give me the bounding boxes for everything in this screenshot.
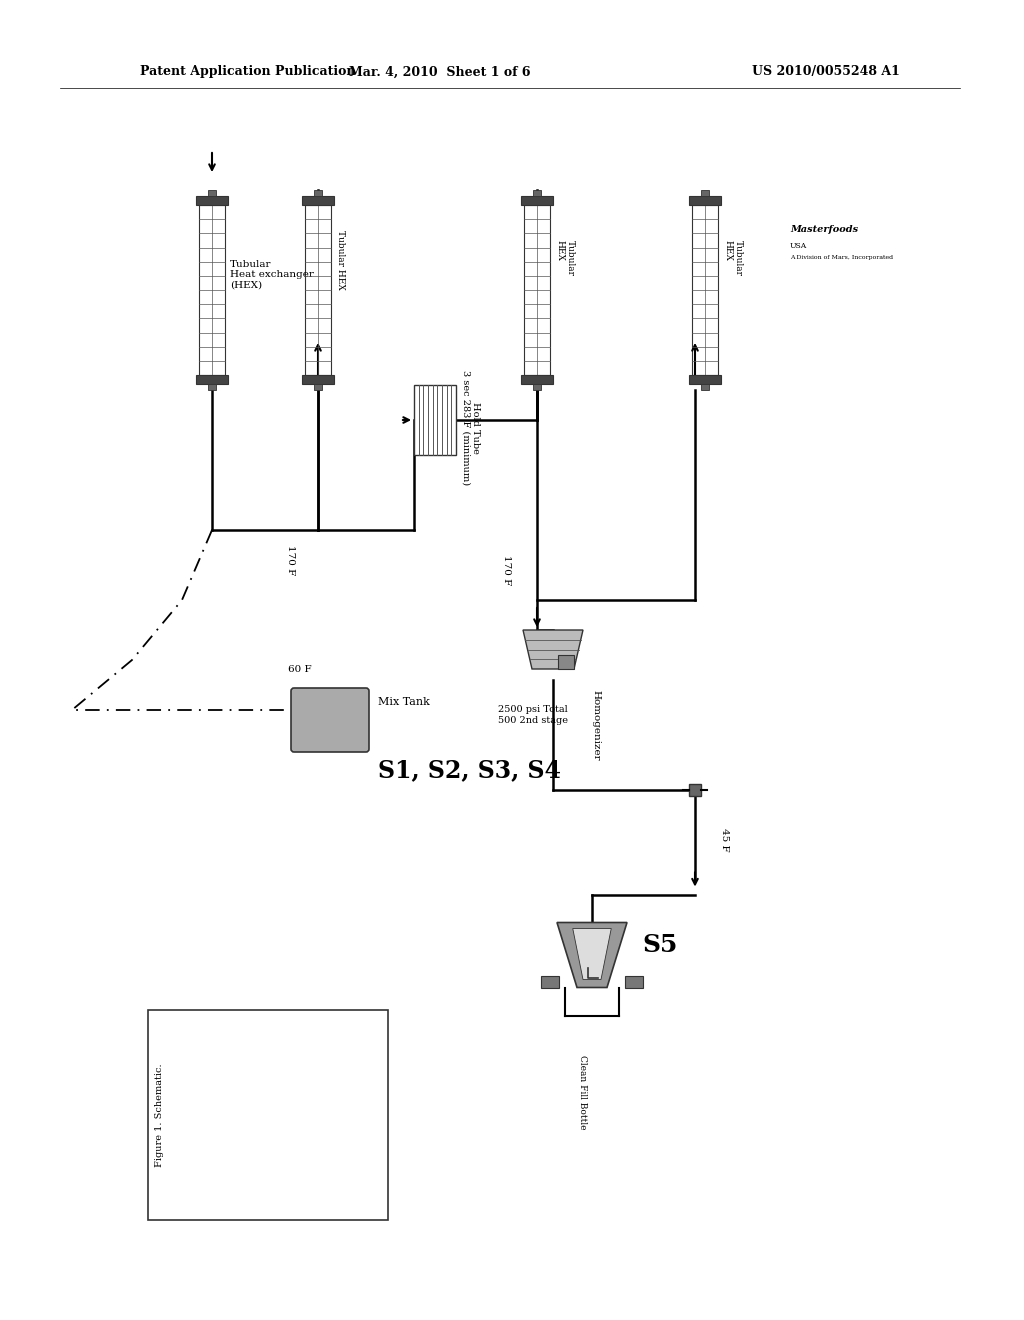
Bar [625, 975, 643, 987]
Text: Figure 1. Schematic.: Figure 1. Schematic. [155, 1063, 164, 1167]
Bar [208, 190, 216, 195]
Bar [701, 190, 709, 195]
Polygon shape [572, 928, 611, 979]
Text: S5: S5 [642, 933, 677, 957]
Bar [314, 190, 322, 195]
Text: US 2010/0055248 A1: US 2010/0055248 A1 [752, 66, 900, 78]
Bar [689, 784, 701, 796]
Text: Mar. 4, 2010  Sheet 1 of 6: Mar. 4, 2010 Sheet 1 of 6 [349, 66, 530, 78]
Bar [692, 205, 718, 375]
Text: Hold Tube
3 sec 283 F (minimum): Hold Tube 3 sec 283 F (minimum) [461, 370, 480, 486]
Bar [521, 195, 553, 205]
Bar [196, 375, 228, 384]
Text: Tubular
HEX: Tubular HEX [723, 240, 742, 276]
Bar [199, 205, 225, 375]
Bar [302, 195, 334, 205]
Bar [208, 384, 216, 389]
Bar [314, 384, 322, 389]
Bar [689, 375, 721, 384]
Bar [521, 375, 553, 384]
Polygon shape [557, 923, 627, 987]
Text: Masterfoods: Masterfoods [790, 226, 858, 235]
Bar [302, 375, 334, 384]
Text: Tubular
Heat exchanger
(HEX): Tubular Heat exchanger (HEX) [230, 260, 314, 290]
Bar [534, 190, 541, 195]
Bar [701, 384, 709, 389]
Bar [196, 195, 228, 205]
Text: USA: USA [790, 242, 807, 249]
Text: 2500 psi Total
500 2nd stage: 2500 psi Total 500 2nd stage [498, 705, 568, 725]
Text: 45 F: 45 F [721, 828, 729, 851]
Bar [148, 1010, 388, 1220]
Bar [524, 205, 550, 375]
Text: Homogenizer: Homogenizer [591, 690, 600, 760]
Bar [305, 205, 331, 375]
Text: A Division of Mars, Incorporated: A Division of Mars, Incorporated [790, 256, 893, 260]
Text: S1, S2, S3, S4: S1, S2, S3, S4 [378, 758, 561, 781]
Polygon shape [523, 630, 583, 669]
Text: 170 F: 170 F [503, 554, 512, 585]
Text: Mix Tank: Mix Tank [378, 697, 430, 708]
Bar [414, 385, 456, 455]
Text: Patent Application Publication: Patent Application Publication [140, 66, 355, 78]
Bar [558, 655, 574, 669]
Bar [534, 384, 541, 389]
Text: 170 F: 170 F [286, 545, 295, 576]
Bar [689, 195, 721, 205]
Text: 60 F: 60 F [288, 665, 312, 675]
Text: Tubular
HEX: Tubular HEX [555, 240, 574, 276]
Text: Clean Fill Bottle: Clean Fill Bottle [578, 1055, 587, 1130]
FancyBboxPatch shape [291, 688, 369, 752]
Text: Tubular HEX: Tubular HEX [336, 230, 345, 290]
Bar [541, 975, 559, 987]
